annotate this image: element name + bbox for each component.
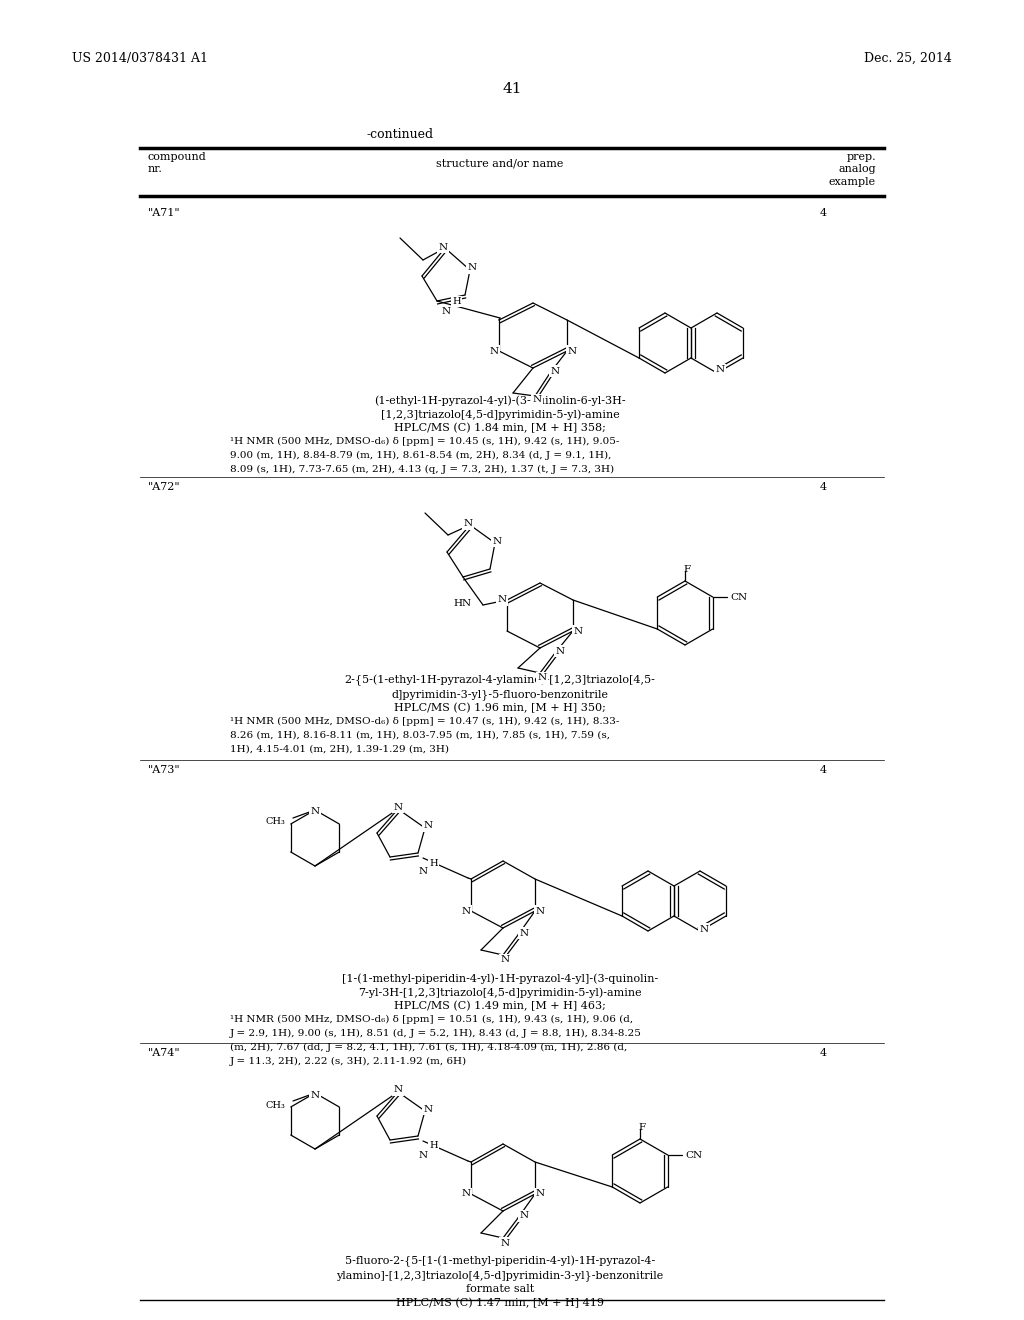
Text: HPLC/MS (C) 1.49 min, [M + H] 463;: HPLC/MS (C) 1.49 min, [M + H] 463; — [394, 1001, 606, 1011]
Text: (1-ethyl-1H-pyrazol-4-yl)-(3-quinolin-6-yl-3H-: (1-ethyl-1H-pyrazol-4-yl)-(3-quinolin-6-… — [374, 395, 626, 405]
Text: N: N — [501, 956, 510, 965]
Text: N: N — [493, 536, 502, 545]
Text: F: F — [683, 565, 690, 573]
Text: N: N — [538, 673, 547, 682]
Text: H: H — [429, 858, 438, 867]
Text: prep.
analog
example: prep. analog example — [828, 152, 876, 187]
Text: (m, 2H), 7.67 (dd, J = 8.2, 4.1, 1H), 7.61 (s, 1H), 4.18-4.09 (m, 1H), 2.86 (d,: (m, 2H), 7.67 (dd, J = 8.2, 4.1, 1H), 7.… — [230, 1043, 628, 1052]
Text: N: N — [498, 595, 507, 605]
Text: J = 2.9, 1H), 9.00 (s, 1H), 8.51 (d, J = 5.2, 1H), 8.43 (d, J = 8.8, 1H), 8.34-8: J = 2.9, 1H), 9.00 (s, 1H), 8.51 (d, J =… — [230, 1030, 642, 1038]
Text: ¹H NMR (500 MHz, DMSO-d₆) δ [ppm] = 10.51 (s, 1H), 9.43 (s, 1H), 9.06 (d,: ¹H NMR (500 MHz, DMSO-d₆) δ [ppm] = 10.5… — [230, 1015, 633, 1024]
Text: 4: 4 — [820, 209, 827, 218]
Text: N: N — [419, 1151, 428, 1159]
Text: N: N — [424, 821, 432, 830]
Text: "A74": "A74" — [148, 1048, 180, 1059]
Text: CH₃: CH₃ — [265, 1101, 285, 1110]
Text: 8.09 (s, 1H), 7.73-7.65 (m, 2H), 4.13 (q, J = 7.3, 2H), 1.37 (t, J = 7.3, 3H): 8.09 (s, 1H), 7.73-7.65 (m, 2H), 4.13 (q… — [230, 465, 614, 474]
Text: N: N — [551, 367, 559, 375]
Text: HPLC/MS (C) 1.84 min, [M + H] 358;: HPLC/MS (C) 1.84 min, [M + H] 358; — [394, 422, 606, 433]
Text: ¹H NMR (500 MHz, DMSO-d₆) δ [ppm] = 10.45 (s, 1H), 9.42 (s, 1H), 9.05-: ¹H NMR (500 MHz, DMSO-d₆) δ [ppm] = 10.4… — [230, 437, 620, 446]
Text: ylamino]-[1,2,3]triazolo[4,5-d]pyrimidin-3-yl}-benzonitrile: ylamino]-[1,2,3]triazolo[4,5-d]pyrimidin… — [336, 1270, 664, 1280]
Text: N: N — [489, 346, 499, 355]
Text: N: N — [536, 907, 545, 916]
Text: J = 11.3, 2H), 2.22 (s, 3H), 2.11-1.92 (m, 6H): J = 11.3, 2H), 2.22 (s, 3H), 2.11-1.92 (… — [230, 1057, 467, 1067]
Text: N: N — [393, 803, 402, 812]
Text: N: N — [573, 627, 583, 635]
Text: H: H — [429, 1142, 438, 1151]
Text: 41: 41 — [502, 82, 522, 96]
Text: 8.26 (m, 1H), 8.16-8.11 (m, 1H), 8.03-7.95 (m, 1H), 7.85 (s, 1H), 7.59 (s,: 8.26 (m, 1H), 8.16-8.11 (m, 1H), 8.03-7.… — [230, 731, 610, 741]
Text: ¹H NMR (500 MHz, DMSO-d₆) δ [ppm] = 10.47 (s, 1H), 9.42 (s, 1H), 8.33-: ¹H NMR (500 MHz, DMSO-d₆) δ [ppm] = 10.4… — [230, 717, 620, 726]
Text: 5-fluoro-2-{5-[1-(1-methyl-piperidin-4-yl)-1H-pyrazol-4-: 5-fluoro-2-{5-[1-(1-methyl-piperidin-4-y… — [345, 1257, 655, 1267]
Text: N: N — [462, 1189, 471, 1199]
Text: N: N — [442, 308, 451, 315]
Text: N: N — [464, 520, 472, 528]
Text: 4: 4 — [820, 766, 827, 775]
Text: HN: HN — [453, 598, 471, 607]
Text: 7-yl-3H-[1,2,3]triazolo[4,5-d]pyrimidin-5-yl)-amine: 7-yl-3H-[1,2,3]triazolo[4,5-d]pyrimidin-… — [358, 987, 642, 998]
Text: N: N — [555, 647, 564, 656]
Text: N: N — [467, 264, 476, 272]
Text: N: N — [310, 1090, 319, 1100]
Text: "A72": "A72" — [148, 482, 180, 492]
Text: N: N — [519, 1212, 528, 1221]
Text: N: N — [716, 366, 725, 375]
Text: N: N — [424, 1105, 432, 1114]
Text: N: N — [419, 867, 428, 876]
Text: N: N — [519, 928, 528, 937]
Text: d]pyrimidin-3-yl}-5-fluoro-benzonitrile: d]pyrimidin-3-yl}-5-fluoro-benzonitrile — [391, 689, 608, 700]
Text: N: N — [393, 1085, 402, 1094]
Text: HPLC/MS (C) 1.47 min, [M + H] 419: HPLC/MS (C) 1.47 min, [M + H] 419 — [396, 1298, 604, 1308]
Text: 4: 4 — [820, 482, 827, 492]
Text: "A73": "A73" — [148, 766, 180, 775]
Text: H: H — [453, 297, 461, 306]
Text: [1-(1-methyl-piperidin-4-yl)-1H-pyrazol-4-yl]-(3-quinolin-: [1-(1-methyl-piperidin-4-yl)-1H-pyrazol-… — [342, 973, 658, 983]
Text: [1,2,3]triazolo[4,5-d]pyrimidin-5-yl)-amine: [1,2,3]triazolo[4,5-d]pyrimidin-5-yl)-am… — [381, 409, 620, 420]
Text: formate salt: formate salt — [466, 1284, 535, 1294]
Text: HPLC/MS (C) 1.96 min, [M + H] 350;: HPLC/MS (C) 1.96 min, [M + H] 350; — [394, 704, 606, 713]
Text: 4: 4 — [820, 1048, 827, 1059]
Text: "A71": "A71" — [148, 209, 180, 218]
Text: N: N — [567, 346, 577, 355]
Text: US 2014/0378431 A1: US 2014/0378431 A1 — [72, 51, 208, 65]
Text: compound
nr.: compound nr. — [148, 152, 207, 174]
Text: N: N — [310, 808, 319, 817]
Text: N: N — [532, 396, 542, 404]
Text: -continued: -continued — [367, 128, 433, 141]
Text: CH₃: CH₃ — [265, 817, 285, 826]
Text: CN: CN — [731, 593, 748, 602]
Text: Dec. 25, 2014: Dec. 25, 2014 — [864, 51, 952, 65]
Text: N: N — [699, 924, 709, 933]
Text: N: N — [462, 907, 471, 916]
Text: structure and/or name: structure and/or name — [436, 158, 563, 168]
Text: N: N — [501, 1238, 510, 1247]
Text: F: F — [638, 1122, 645, 1131]
Text: N: N — [536, 1189, 545, 1199]
Text: N: N — [438, 243, 447, 252]
Text: 1H), 4.15-4.01 (m, 2H), 1.39-1.29 (m, 3H): 1H), 4.15-4.01 (m, 2H), 1.39-1.29 (m, 3H… — [230, 744, 449, 754]
Text: 2-{5-(1-ethyl-1H-pyrazol-4-ylamino)-[1,2,3]triazolo[4,5-: 2-{5-(1-ethyl-1H-pyrazol-4-ylamino)-[1,2… — [344, 675, 655, 686]
Text: 9.00 (m, 1H), 8.84-8.79 (m, 1H), 8.61-8.54 (m, 2H), 8.34 (d, J = 9.1, 1H),: 9.00 (m, 1H), 8.84-8.79 (m, 1H), 8.61-8.… — [230, 451, 611, 461]
Text: CN: CN — [686, 1151, 702, 1159]
